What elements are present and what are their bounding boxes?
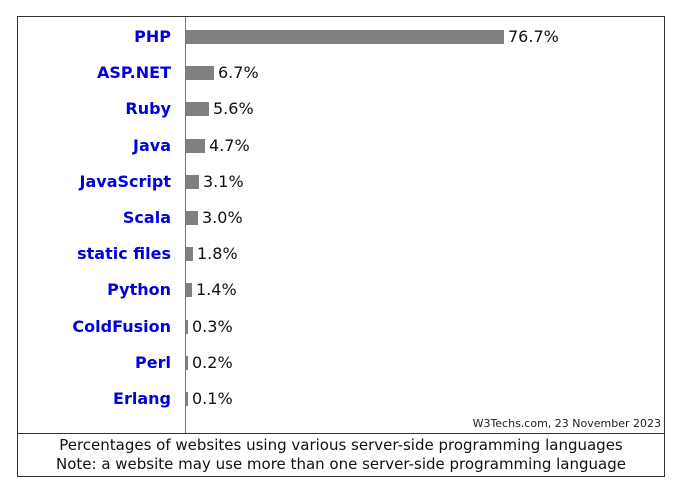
category-label[interactable]: JavaScript (79, 171, 171, 191)
bar-row: ColdFusion 0.3% (18, 317, 664, 337)
category-label[interactable]: static files (77, 244, 171, 264)
category-label[interactable]: ASP.NET (96, 63, 171, 83)
bar-row: Scala 3.0% (18, 208, 664, 228)
value-label: 4.7% (209, 135, 250, 155)
bar-row: Java 4.7% (18, 136, 664, 156)
value-label: 76.7% (508, 27, 559, 46)
category-label[interactable]: PHP (134, 27, 171, 46)
bar-row: Perl 0.2% (18, 353, 664, 373)
category-label[interactable]: Java (133, 135, 171, 155)
bar-row: Erlang 0.1% (18, 389, 664, 409)
bar (186, 355, 188, 370)
value-label: 0.1% (192, 389, 233, 408)
bar (186, 319, 188, 334)
bar (186, 211, 198, 225)
source-attribution: W3Techs.com, 23 November 2023 (472, 417, 661, 430)
plot-area: PHP 76.7% ASP.NET 6.7% Ruby 5.6% Java 4.7% JavaS… (18, 17, 664, 433)
category-label[interactable]: Erlang (113, 389, 171, 408)
bar-row: static files 1.8% (18, 244, 664, 264)
category-axis-line (185, 17, 186, 433)
bar-row: Python 1.4% (18, 280, 664, 300)
bar (186, 283, 192, 298)
value-label: 5.6% (213, 99, 254, 119)
category-label[interactable]: ColdFusion (72, 316, 171, 336)
bar (186, 102, 209, 117)
chart-caption: Percentages of websites using various se… (18, 433, 664, 476)
caption-line-1: Percentages of websites using various se… (59, 436, 623, 454)
bar (186, 66, 214, 81)
bar-row: JavaScript 3.1% (18, 172, 664, 192)
bar (186, 392, 188, 406)
category-label[interactable]: Python (107, 280, 171, 300)
bar (186, 138, 205, 153)
bar-row: PHP 76.7% (18, 27, 664, 47)
category-label[interactable]: Scala (122, 208, 171, 227)
value-label: 1.8% (197, 244, 238, 264)
chart-frame: PHP 76.7% ASP.NET 6.7% Ruby 5.6% Java 4.7% JavaS… (17, 16, 665, 477)
value-label: 0.3% (192, 316, 233, 336)
bar-row: ASP.NET 6.7% (18, 63, 664, 83)
category-label[interactable]: Ruby (125, 99, 171, 119)
value-label: 0.2% (192, 352, 233, 372)
bar-row: Ruby 5.6% (18, 99, 664, 119)
bar (186, 30, 504, 44)
value-label: 6.7% (218, 63, 259, 83)
value-label: 3.0% (202, 208, 243, 227)
value-label: 1.4% (196, 280, 237, 300)
bar (186, 174, 199, 189)
caption-line-2: Note: a website may use more than one se… (56, 455, 626, 473)
bar (186, 247, 193, 262)
value-label: 3.1% (203, 171, 244, 191)
category-label[interactable]: Perl (135, 352, 171, 372)
